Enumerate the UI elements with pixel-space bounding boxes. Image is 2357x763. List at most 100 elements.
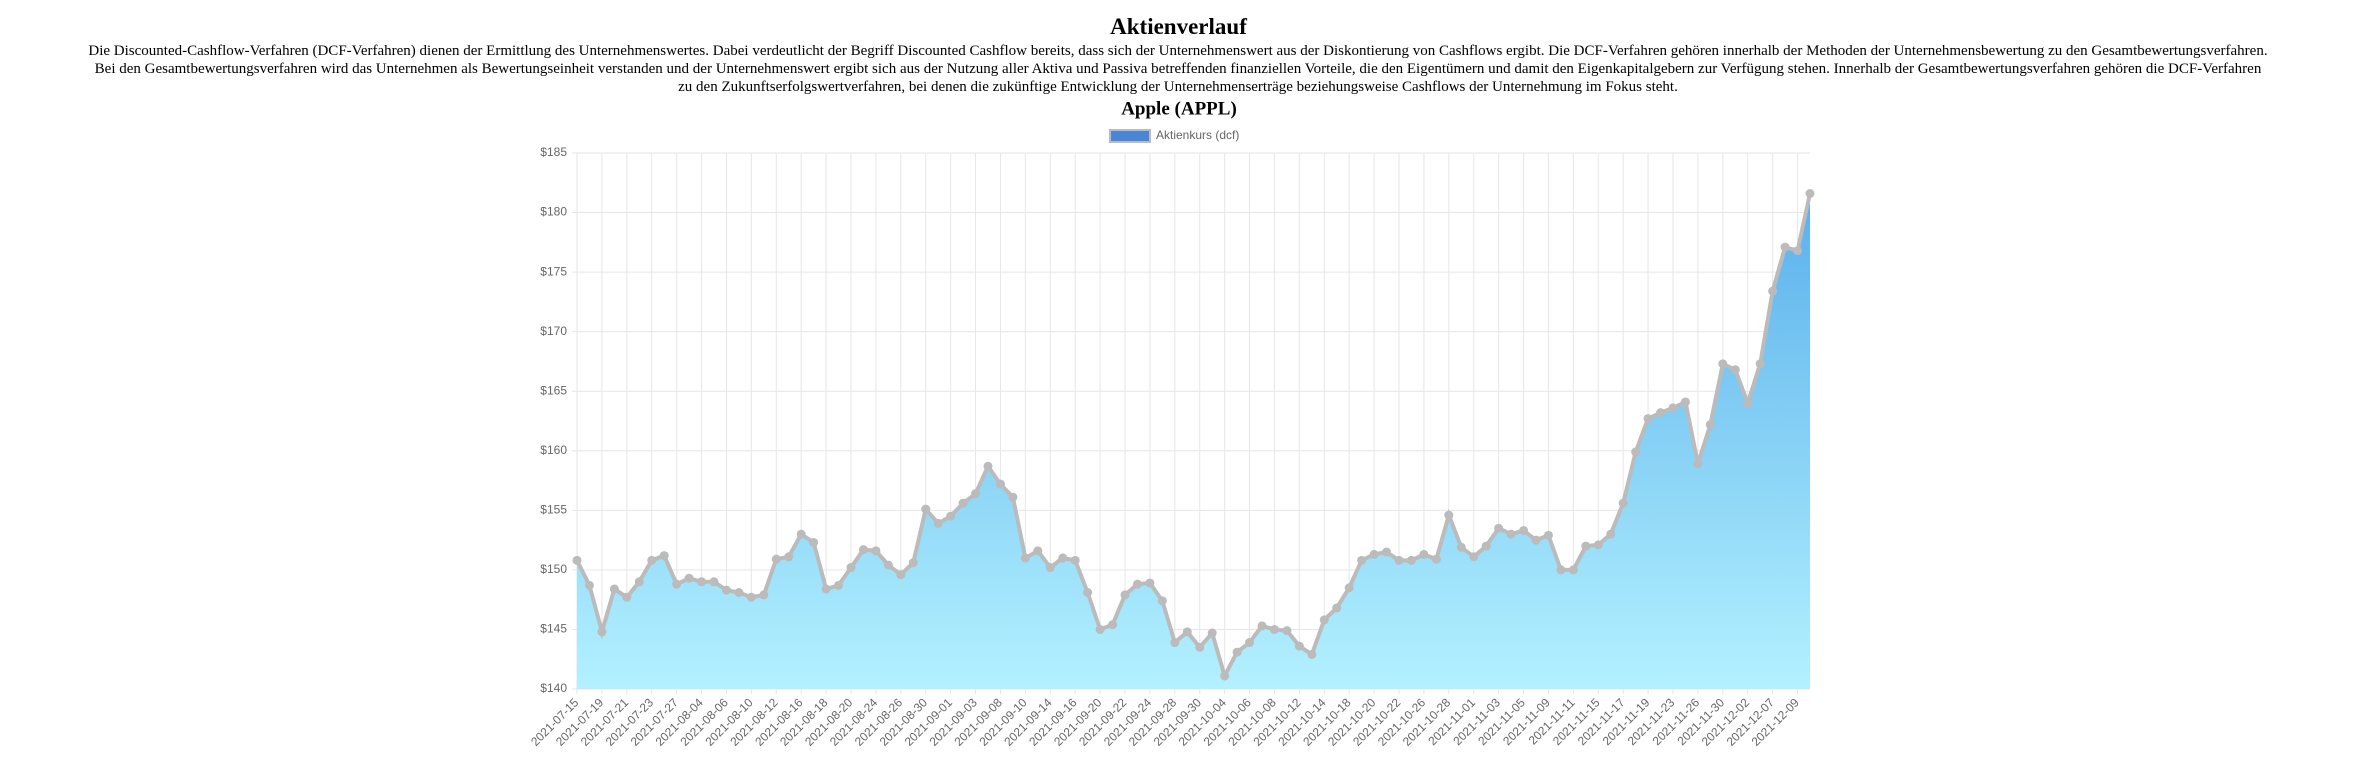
data-point [759, 590, 769, 600]
data-point [1568, 565, 1578, 575]
data-point [709, 577, 719, 587]
data-point [672, 579, 682, 589]
data-point [1369, 549, 1379, 559]
data-point [1357, 555, 1367, 565]
page-title: Aktienverlauf [1110, 14, 1247, 39]
data-point [1481, 541, 1491, 551]
data-point [1506, 529, 1516, 539]
data-point [784, 552, 794, 562]
data-point [1132, 579, 1142, 589]
data-point [1232, 647, 1242, 657]
data-point [721, 585, 731, 595]
data-point [1743, 398, 1753, 408]
data-point [1382, 547, 1392, 557]
data-point [933, 518, 943, 528]
data-point [1008, 492, 1018, 502]
data-point [1070, 555, 1080, 565]
data-point [1419, 549, 1429, 559]
data-point [1618, 498, 1628, 508]
data-point [1494, 523, 1504, 533]
data-point [1519, 526, 1529, 536]
data-point [684, 573, 694, 583]
data-point [1543, 530, 1553, 540]
data-point [609, 584, 619, 594]
data-point [1170, 638, 1180, 648]
data-point [1157, 596, 1167, 606]
data-point [1581, 541, 1591, 551]
data-point [796, 529, 806, 539]
data-point [958, 498, 968, 508]
data-point [1456, 542, 1466, 552]
y-tick-label: $185 [540, 145, 567, 159]
legend-swatch [1109, 129, 1151, 143]
data-point [1680, 397, 1690, 407]
data-point [995, 479, 1005, 489]
intro-text: Die Discounted-Cashflow-Verfahren (DCF-V… [88, 43, 2268, 95]
data-point [1344, 583, 1354, 593]
data-point [746, 592, 756, 602]
data-point [1593, 540, 1603, 550]
data-point [1220, 671, 1230, 681]
data-point [1531, 535, 1541, 545]
data-point [659, 551, 669, 561]
y-tick-label: $180 [540, 205, 567, 219]
data-point [821, 584, 831, 594]
data-point [1307, 649, 1317, 659]
data-point [647, 555, 657, 565]
data-point [1705, 420, 1715, 430]
data-point [1207, 628, 1217, 638]
data-point [771, 554, 781, 564]
data-point [1033, 546, 1043, 556]
data-point [1145, 578, 1155, 588]
y-tick-label: $175 [540, 264, 567, 278]
data-point [1332, 603, 1342, 613]
data-point [584, 580, 594, 590]
data-point [1780, 242, 1790, 252]
y-tick-label: $145 [540, 622, 567, 636]
data-point [1556, 565, 1566, 575]
data-point [1294, 641, 1304, 651]
data-point [622, 592, 632, 602]
data-point [1406, 555, 1416, 565]
data-point [634, 577, 644, 587]
data-point [1282, 626, 1292, 636]
data-point [946, 511, 956, 521]
data-point [1045, 563, 1055, 573]
data-point [597, 627, 607, 637]
data-point [1108, 620, 1118, 630]
data-point [1768, 286, 1778, 296]
data-point [834, 580, 844, 590]
y-tick-label: $160 [540, 443, 567, 457]
data-point [1643, 414, 1653, 424]
data-point [1793, 246, 1803, 256]
data-point [1431, 554, 1441, 564]
y-tick-label: $165 [540, 383, 567, 397]
data-point [1606, 529, 1616, 539]
data-point [871, 546, 881, 556]
y-tick-label: $155 [540, 503, 567, 517]
data-point [1668, 403, 1678, 413]
data-point [1444, 510, 1454, 520]
data-point [1083, 588, 1093, 598]
data-point [1319, 615, 1329, 625]
data-point [1020, 553, 1030, 563]
data-point [1693, 459, 1703, 469]
data-point [983, 461, 993, 471]
data-point [1631, 447, 1641, 457]
chart-title: Apple (APPL) [1121, 98, 1237, 119]
data-point [858, 545, 868, 555]
data-point [1095, 624, 1105, 634]
data-point [1394, 555, 1404, 565]
price-line [575, 193, 1812, 682]
y-tick-label: $170 [540, 324, 567, 338]
data-point [1269, 624, 1279, 634]
data-point [971, 489, 981, 499]
y-tick-label: $140 [540, 681, 567, 695]
data-point [734, 588, 744, 598]
data-point [697, 577, 707, 587]
data-point [1058, 553, 1068, 563]
data-point [1469, 552, 1479, 562]
area-fill [577, 193, 1810, 689]
